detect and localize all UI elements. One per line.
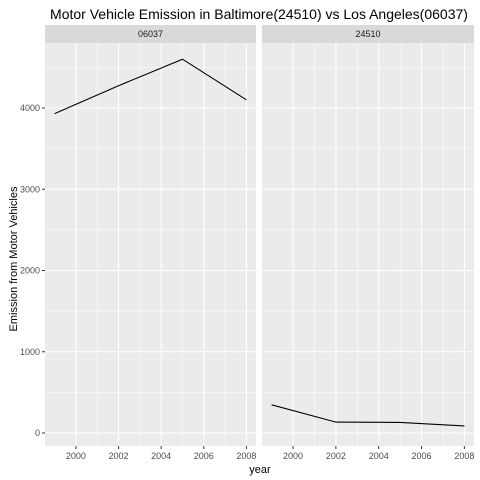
x-axis-ticks-24510: 2000 2002 2004 2006 2008	[283, 446, 474, 461]
grid-06037	[45, 43, 256, 446]
x-tick-label: 2002	[109, 451, 129, 461]
x-axis-ticks-06037: 2000 2002 2004 2006 2008	[66, 446, 256, 461]
y-tick-label: 1000	[20, 347, 40, 357]
facet-label-06037: 06037	[138, 29, 163, 39]
x-tick-label: 2008	[454, 451, 474, 461]
y-tick-label: 4000	[20, 103, 40, 113]
grid-24510	[262, 43, 474, 446]
x-tick-label: 2004	[369, 451, 389, 461]
y-axis-title: Emission from Motor Vehicles	[8, 186, 20, 331]
x-tick-label: 2008	[236, 451, 256, 461]
facet-panel-06037: 06037 2000 2002 2004 2006 2008	[45, 25, 256, 461]
x-tick-label: 2004	[151, 451, 171, 461]
x-tick-label: 2006	[194, 451, 214, 461]
x-tick-label: 2002	[326, 451, 346, 461]
x-tick-label: 2000	[283, 451, 303, 461]
facet-strip-06037	[45, 25, 256, 43]
x-axis-title: year	[249, 464, 271, 476]
series-line-06037	[54, 58, 247, 115]
y-tick-label: 2000	[20, 266, 40, 276]
panel-background-24510	[262, 43, 474, 446]
series-24510	[271, 404, 465, 427]
x-tick-label: 2000	[66, 451, 86, 461]
series-line-24510	[271, 404, 465, 427]
facet-label-24510: 24510	[355, 29, 380, 39]
series-06037	[54, 58, 247, 115]
x-tick-label: 2006	[412, 451, 432, 461]
y-tick-label: 0	[35, 428, 40, 438]
y-tick-label: 3000	[20, 184, 40, 194]
chart-title: Motor Vehicle Emission in Baltimore(2451…	[50, 6, 468, 22]
facet-panel-24510: 24510 2000 2002 2004 2006 2008	[262, 25, 474, 461]
facet-strip-24510	[262, 25, 474, 43]
y-axis-ticks: 0 1000 2000 3000 4000	[20, 103, 45, 438]
panel-background-06037	[45, 43, 256, 446]
